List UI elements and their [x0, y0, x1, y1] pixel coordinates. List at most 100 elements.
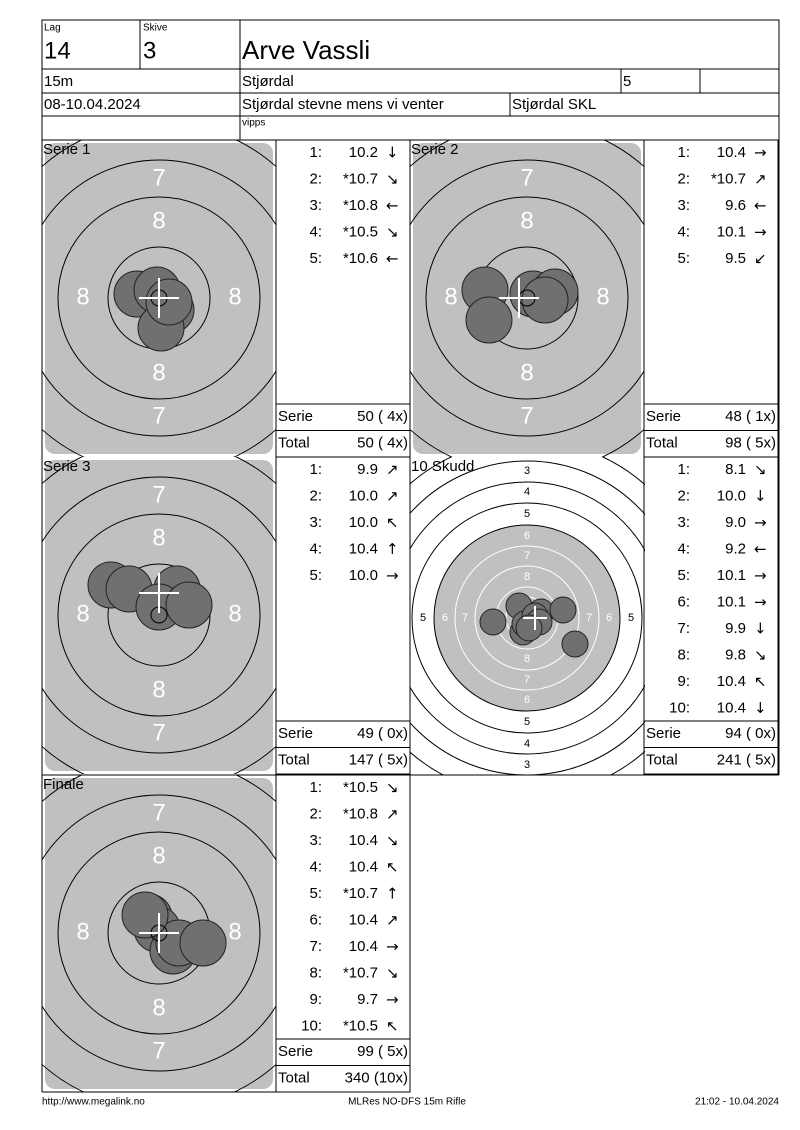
shot-direction: ↘: [386, 223, 399, 241]
shot-number: 3:: [677, 197, 690, 214]
shot-direction: →: [386, 991, 399, 1009]
summary-label: Total: [278, 751, 310, 768]
shot-direction: ↙: [754, 250, 767, 268]
shot-direction: ↗: [754, 170, 767, 188]
shot-number: 6:: [677, 593, 690, 610]
panel-title: 10 Skudd: [411, 458, 474, 475]
date: 08-10.04.2024: [44, 96, 141, 113]
summary-label: Total: [278, 1069, 310, 1086]
ring: [410, 481, 645, 755]
shot-score: *10.7: [343, 964, 378, 981]
ring-label: 8: [228, 600, 241, 627]
shot-number: 1:: [309, 779, 322, 796]
shot-number: 8:: [677, 646, 690, 663]
note: vipps: [242, 118, 265, 129]
shot-list-frame: [643, 456, 779, 775]
ring-label: 8: [524, 653, 530, 665]
ring: [57, 513, 261, 717]
shot-number: 4:: [309, 858, 322, 875]
summary-label: Serie: [646, 408, 681, 425]
shot-number: 7:: [309, 938, 322, 955]
shot-score: 9.2: [725, 540, 746, 557]
shot-score: 9.9: [725, 620, 746, 637]
summary-label: Total: [278, 434, 310, 451]
ring-label: 8: [152, 676, 165, 703]
shot-number: 2:: [309, 805, 322, 822]
shot-direction: ↑: [386, 540, 399, 558]
ring-label: 7: [152, 481, 165, 508]
shot-number: 3:: [677, 514, 690, 531]
ring-label: 7: [152, 799, 165, 826]
ring-label: 7: [520, 164, 533, 191]
shot-direction: ↓: [754, 487, 767, 505]
target: 8 8 8 8 7 7: [410, 140, 644, 457]
summary-label: Serie: [278, 1043, 313, 1060]
shot-score: 10.4: [349, 540, 378, 557]
shot-score: *10.8: [343, 805, 378, 822]
shot-score: *10.7: [343, 885, 378, 902]
club: Stjørdal: [242, 73, 294, 90]
shot-number: 5:: [309, 885, 322, 902]
lag-label: Lag: [44, 23, 61, 34]
summary-value: 49 ( 0x): [357, 725, 408, 742]
shot-score: 9.5: [725, 250, 746, 267]
summary-value: 50 ( 4x): [357, 434, 408, 451]
summary-value: 99 ( 5x): [357, 1043, 408, 1060]
summary-label: Total: [646, 751, 678, 768]
ring-label: 5: [524, 716, 530, 728]
summary-label: Total: [646, 434, 678, 451]
shot-score: 9.9: [357, 461, 378, 478]
ring-label: 4: [524, 738, 530, 750]
shot-direction: ↓: [754, 620, 767, 638]
ring-label: 6: [524, 694, 530, 706]
shot-number: 3:: [309, 197, 322, 214]
summary-value: 50 ( 4x): [357, 408, 408, 425]
ring-label: 8: [152, 994, 165, 1021]
shot-direction: ↗: [386, 805, 399, 823]
summary-label: Serie: [646, 725, 681, 742]
shot-direction: ↗: [386, 911, 399, 929]
shot-score: 9.0: [725, 514, 746, 531]
skive: 3: [143, 37, 156, 64]
shot-number: 8:: [309, 964, 322, 981]
shot-direction: ↗: [386, 487, 399, 505]
ring: [474, 565, 580, 671]
target: 88887777666655554433: [410, 457, 645, 775]
shot-direction: ↗: [386, 461, 399, 479]
host: Stjørdal SKL: [512, 96, 596, 113]
ring-label: 7: [152, 719, 165, 746]
summary-label: Serie: [278, 725, 313, 742]
ring-label: 8: [524, 571, 530, 583]
shot-score: 10.0: [349, 487, 378, 504]
skive-label: Skive: [143, 23, 168, 34]
shot-score: 9.8: [725, 646, 746, 663]
summary-value: 94 ( 0x): [725, 725, 776, 742]
shot-number: 2:: [677, 487, 690, 504]
shot-list-frame: [275, 774, 411, 1093]
panel-title: Finale: [43, 776, 84, 793]
shot-number: 1:: [309, 461, 322, 478]
shot-score: 10.4: [349, 832, 378, 849]
footer-right: 21:02 - 10.04.2024: [695, 1097, 779, 1108]
ring-label: 7: [524, 674, 530, 686]
ring-label: 7: [152, 1037, 165, 1064]
ring: [57, 196, 261, 400]
shot-number: 2:: [309, 487, 322, 504]
lag: 14: [44, 37, 71, 64]
shot-direction: ↖: [386, 1017, 399, 1035]
shot-hole: [121, 891, 169, 939]
shot-direction: ←: [754, 197, 767, 215]
panel-title: Serie 2: [411, 141, 459, 158]
shot-direction: ↖: [386, 514, 399, 532]
shot-number: 7:: [677, 620, 690, 637]
shot-score: 10.1: [717, 593, 746, 610]
shot-number: 1:: [677, 461, 690, 478]
distance: 15m: [44, 73, 73, 90]
ring-label: 7: [586, 612, 592, 624]
ring-label: 7: [462, 612, 468, 624]
shot-direction: ↘: [386, 964, 399, 982]
shot-score: *10.5: [343, 779, 378, 796]
ring-label: 5: [420, 612, 426, 624]
panel-title: Serie 3: [43, 458, 91, 475]
